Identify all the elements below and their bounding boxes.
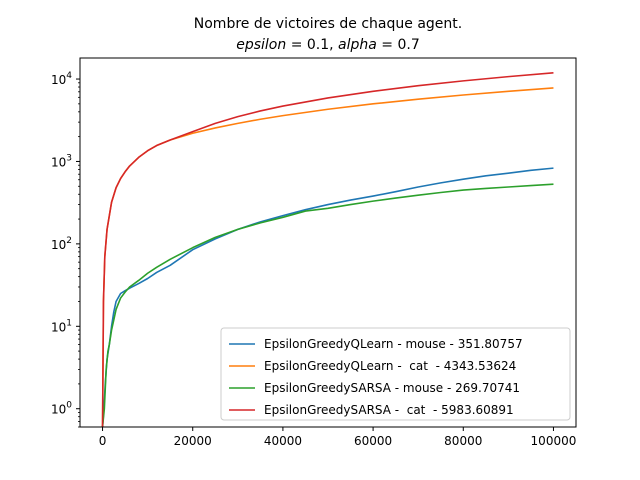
y-tick-label: 102 — [51, 236, 72, 252]
series-line-3 — [101, 183, 554, 427]
legend-label-2: EpsilonGreedyQLearn - cat - 4343.53624 — [264, 359, 516, 373]
y-tick-label: 104 — [51, 71, 72, 87]
x-tick-label: 40000 — [264, 434, 302, 448]
subtitle-epsilon-value: = 0.1, — [286, 37, 338, 53]
y-axis: 100 101 102 103 104 — [51, 71, 80, 428]
legend: EpsilonGreedyQLearn - mouse - 351.80757 E… — [220, 327, 571, 421]
legend-box — [220, 327, 571, 421]
x-tick-label: 20000 — [174, 434, 212, 448]
subtitle-alpha-value: = 0.7 — [377, 37, 420, 53]
x-axis: 0 20000 40000 60000 80000 100000 — [99, 427, 577, 448]
x-tick-label: 80000 — [444, 434, 482, 448]
chart-title: Nombre de victoires de chaque agent. — [194, 16, 462, 32]
y-tick-label: 100 — [51, 401, 72, 417]
legend-label-4: EpsilonGreedySARSA - cat - 5983.60891 — [264, 403, 514, 417]
series-line-4 — [101, 72, 554, 427]
legend-label-1: EpsilonGreedyQLearn - mouse - 351.80757 — [264, 337, 523, 351]
y-tick-label: 101 — [51, 318, 72, 334]
series-line-1 — [101, 167, 554, 427]
subtitle-epsilon-name: epsilon — [236, 37, 286, 53]
y-tick-label: 103 — [51, 153, 72, 169]
subtitle-alpha-name: alpha — [338, 37, 377, 53]
legend-label-3: EpsilonGreedySARSA - mouse - 269.70741 — [264, 381, 520, 395]
x-tick-label: 100000 — [531, 434, 577, 448]
x-tick-label: 60000 — [354, 434, 392, 448]
x-tick-label: 0 — [99, 434, 107, 448]
axes-frame — [79, 57, 577, 428]
series-layer — [101, 72, 554, 427]
chart-subtitle: epsilon = 0.1, alpha = 0.7 — [236, 37, 420, 53]
